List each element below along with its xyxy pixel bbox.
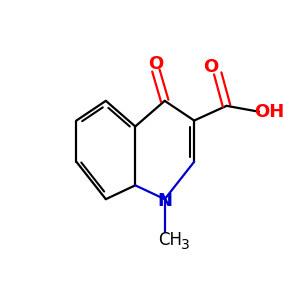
Text: O: O — [148, 55, 164, 73]
Text: N: N — [157, 192, 172, 210]
Text: 3: 3 — [181, 238, 190, 252]
Text: OH: OH — [254, 103, 284, 121]
Text: O: O — [203, 58, 218, 76]
Text: CH: CH — [158, 231, 182, 249]
